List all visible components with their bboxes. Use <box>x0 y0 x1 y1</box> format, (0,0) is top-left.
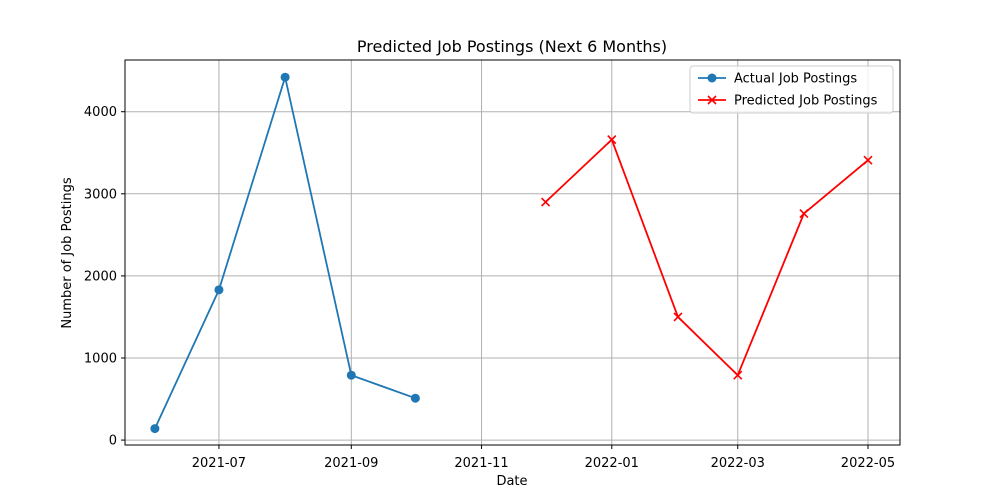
data-point <box>607 135 617 145</box>
x-tick-label: 2021-09 <box>324 456 378 471</box>
legend-marker <box>707 95 717 105</box>
x-tick-label: 2022-05 <box>841 456 895 471</box>
series-1 <box>541 135 873 380</box>
axis-ticks: 2021-07 2021-09 2021-11 2022-01 2022-03 2022-… <box>84 105 895 471</box>
data-point <box>799 208 809 219</box>
legend-label: Actual Job Postings <box>734 72 857 87</box>
data-point <box>214 285 224 295</box>
x-tick-label: 2021-07 <box>192 456 246 471</box>
y-axis-label: Number of Job Postings <box>60 177 75 328</box>
legend-box <box>689 65 894 114</box>
data-point <box>863 155 873 165</box>
legend-item: Actual Job Postings <box>698 72 857 87</box>
plot-area-frame <box>124 59 901 446</box>
series-layer <box>150 72 873 434</box>
x-tick-label: 2021-11 <box>454 456 508 471</box>
series-0 <box>150 72 420 434</box>
legend-label: Predicted Job Postings <box>734 94 878 109</box>
x-tick-label: 2022-03 <box>711 456 765 471</box>
y-tick-label: 3000 <box>84 187 117 202</box>
data-point <box>280 72 290 82</box>
data-point <box>150 424 160 434</box>
series-line <box>544 138 869 377</box>
data-point <box>346 370 356 380</box>
grid <box>125 60 900 445</box>
chart-title: Predicted Job Postings (Next 6 Months) <box>357 37 667 56</box>
y-tick-label: 4000 <box>84 105 117 120</box>
x-tick-label: 2022-01 <box>585 456 639 471</box>
series-line <box>154 76 416 429</box>
legend: Actual Job Postings Predicted Job Posting… <box>689 65 894 114</box>
y-tick-label: 0 <box>109 434 117 449</box>
legend-item: Predicted Job Postings <box>698 94 878 109</box>
data-point <box>410 393 420 403</box>
x-axis-label: Date <box>496 474 527 489</box>
legend-marker <box>707 73 717 83</box>
data-point <box>733 370 743 380</box>
y-tick-label: 1000 <box>84 351 117 366</box>
data-point <box>541 197 551 207</box>
y-tick-label: 2000 <box>84 269 117 284</box>
data-point <box>673 312 683 322</box>
